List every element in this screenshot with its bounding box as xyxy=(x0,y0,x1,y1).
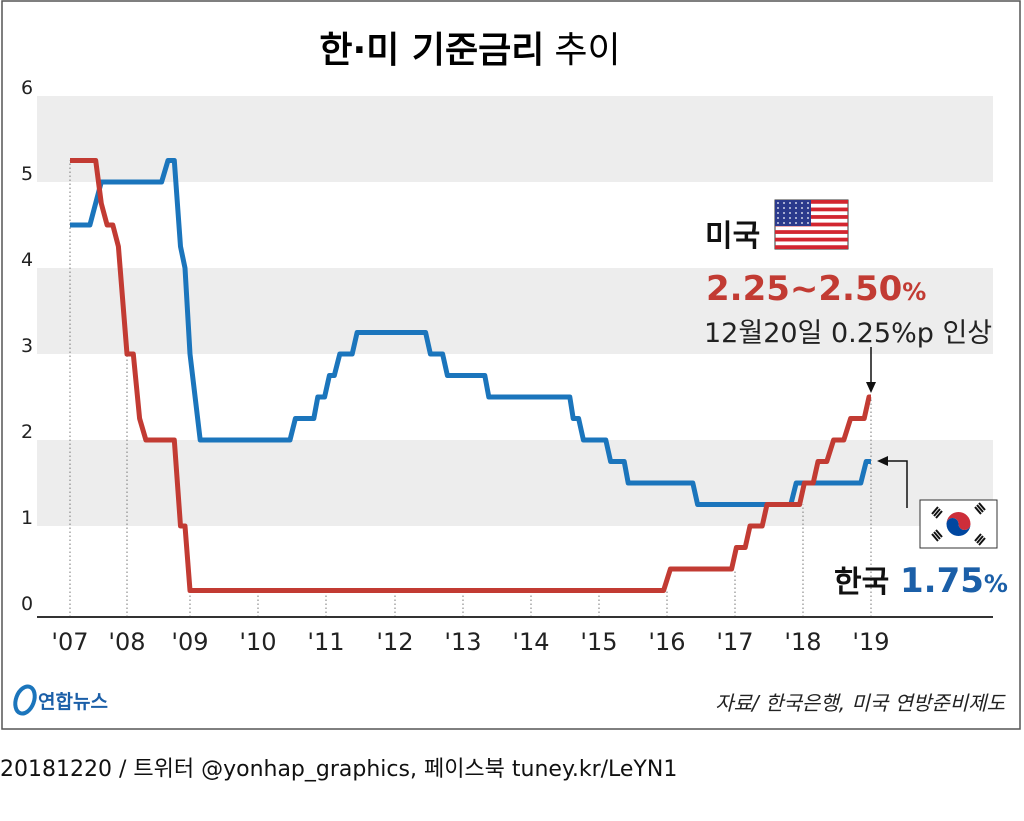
y-axis: 0 1 2 3 4 5 6 xyxy=(21,77,33,615)
x-tick-label: '16 xyxy=(648,628,685,656)
title-main: 한·미 기준금리 xyxy=(319,30,544,71)
x-tick-label: '10 xyxy=(239,628,276,656)
us-label: 미국 xyxy=(705,219,760,254)
us-note: 12월20일 0.25%p 인상 xyxy=(704,318,992,349)
x-tick-label: '17 xyxy=(716,628,753,656)
source-text: 자료/ 한국은행, 미국 연방준비제도 xyxy=(715,691,1006,715)
y-tick-label: 5 xyxy=(21,163,33,185)
series-line-korea xyxy=(70,158,871,507)
us-flag-icon xyxy=(774,199,849,250)
grid-band xyxy=(37,268,993,354)
yonhap-logo-icon: 연합뉴스 xyxy=(13,684,108,716)
logo-text: 연합뉴스 xyxy=(38,691,108,713)
us-rate: 2.25~2.50% xyxy=(706,269,926,309)
x-tick-label: '14 xyxy=(512,628,549,656)
x-tick-label: '13 xyxy=(444,628,481,656)
x-tick-label: '08 xyxy=(108,628,145,656)
x-tick-label: '09 xyxy=(171,628,208,656)
series-lines xyxy=(70,158,872,593)
year-guides xyxy=(69,160,872,617)
y-tick-label: 1 xyxy=(21,507,33,529)
us-arrowhead-icon xyxy=(866,382,876,393)
korea-label: 한국 xyxy=(834,565,889,600)
y-tick-label: 6 xyxy=(21,77,33,99)
grid-band xyxy=(37,96,993,182)
x-tick-label: '15 xyxy=(580,628,617,656)
korea-flag-icon xyxy=(919,499,998,549)
y-tick-label: 3 xyxy=(21,335,33,357)
credit-text: 20181220 / 트위터 @yonhap_graphics, 페이스북 tu… xyxy=(0,757,677,782)
y-tick-label: 4 xyxy=(21,249,33,271)
korea-rate-unit: % xyxy=(984,570,1008,598)
chart-title: 한·미 기준금리 추이 xyxy=(319,30,620,71)
grid-bands xyxy=(37,96,993,526)
x-tick-label: '18 xyxy=(784,628,821,656)
korea-rate: 1.75% xyxy=(900,561,1008,601)
us-rate-value: 2.25~2.50 xyxy=(706,269,902,309)
korea-arrowhead-icon xyxy=(877,456,888,466)
korea-rate-value: 1.75 xyxy=(900,561,984,601)
y-tick-label: 0 xyxy=(21,593,33,615)
y-tick-label: 2 xyxy=(21,421,33,443)
title-suffix: 추이 xyxy=(554,30,620,71)
x-tick-label: '07 xyxy=(51,628,88,656)
x-tick-label: '11 xyxy=(307,628,344,656)
us-rate-unit: % xyxy=(902,278,926,306)
x-tick-label: '12 xyxy=(376,628,413,656)
x-axis: '07 '08 '09 '10 '11 '12 '13 '14 '15 '16 '17 '18 '19 xyxy=(51,628,889,656)
korea-arrow xyxy=(886,460,908,508)
x-tick-label: '19 xyxy=(852,628,889,656)
series-line-us xyxy=(70,158,872,593)
